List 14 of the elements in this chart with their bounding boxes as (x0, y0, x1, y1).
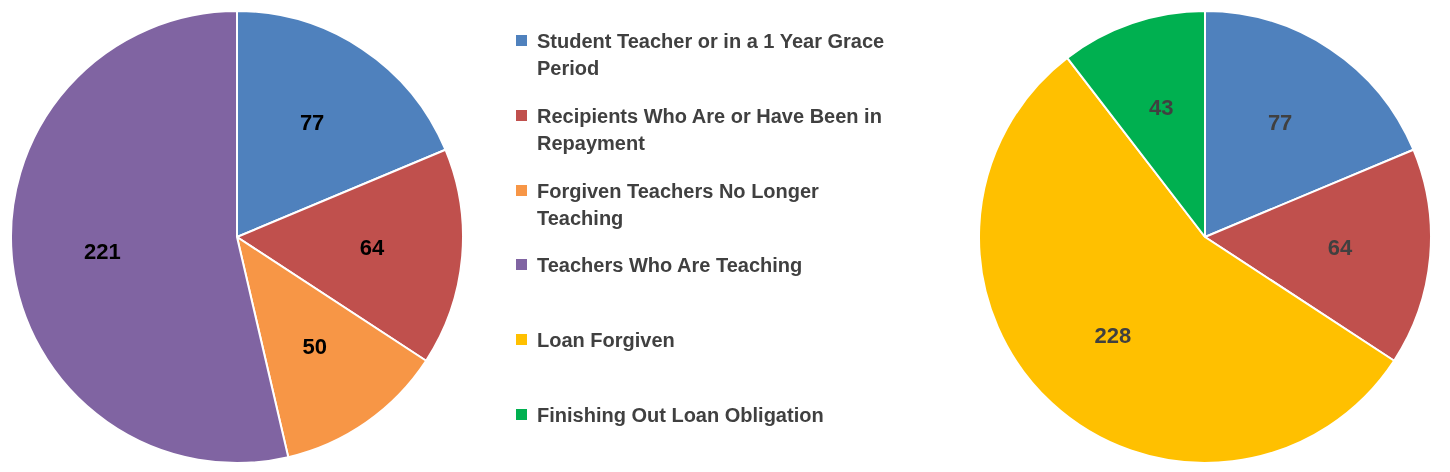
legend-label: Student Teacher or in a 1 Year Grace Period (537, 29, 886, 81)
data-label: 43 (1149, 94, 1174, 120)
data-label: 77 (299, 110, 325, 136)
data-label: 228 (1094, 322, 1132, 348)
legend-label: Recipients Who Are or Have Been in Repayment (537, 103, 883, 156)
data-label: 64 (1327, 235, 1354, 261)
legend-label: Forgiven Teachers No Longer Teaching (537, 178, 820, 231)
data-label: 77 (1267, 110, 1293, 136)
data-label: 221 (83, 238, 121, 264)
legend-label: Finishing Out Loan Obligation (537, 403, 825, 428)
legend-label: Loan Forgiven (537, 328, 676, 354)
legend-label: Teachers Who Are Teaching (537, 253, 804, 279)
data-label: 64 (359, 235, 386, 261)
data-label: 50 (302, 334, 327, 360)
